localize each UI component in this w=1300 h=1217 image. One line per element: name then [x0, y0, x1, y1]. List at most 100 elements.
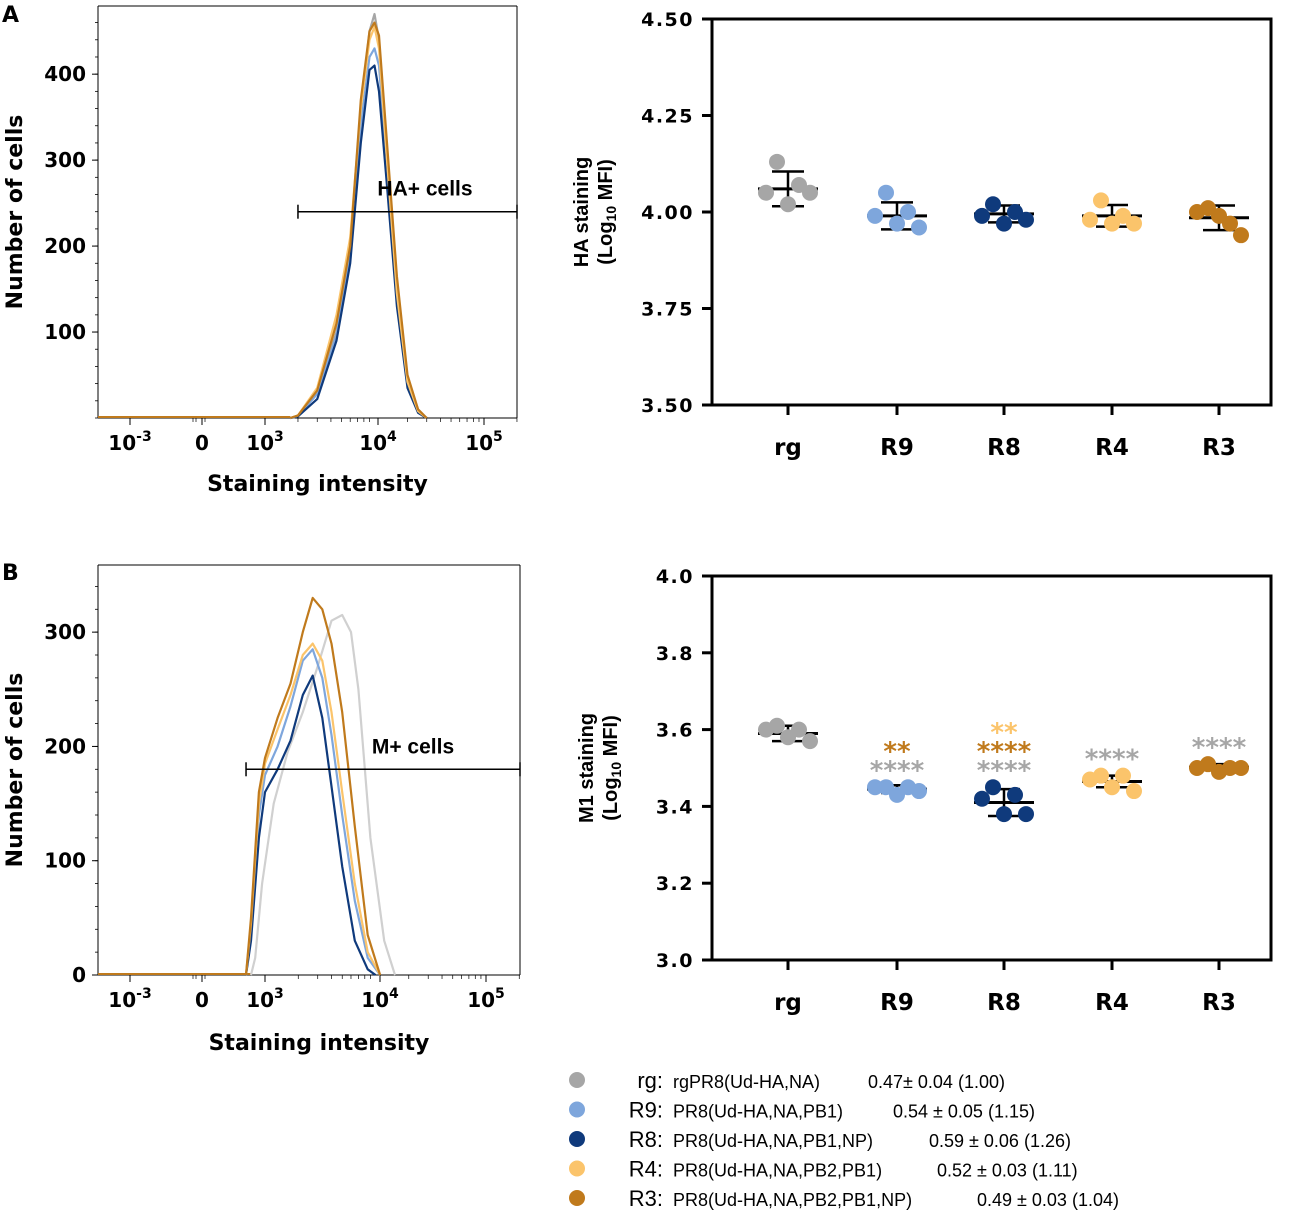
- data-point-rg: [758, 184, 774, 201]
- x-tick-exp: 5: [493, 429, 503, 445]
- x-tick-base: 10: [108, 988, 136, 1012]
- y-axis-subtitle-tail: MFI): [595, 159, 617, 206]
- legend-marker-rg: [569, 1072, 585, 1088]
- series-line-R8: [244, 674, 377, 976]
- data-point-R9: [867, 207, 883, 224]
- x-tick-base: 10: [246, 431, 274, 455]
- series-line-R3: [289, 21, 428, 420]
- legend-description: PR8(Ud-HA,NA,PB1,NP): [673, 1131, 873, 1151]
- x-tick-exp: 3: [274, 986, 284, 1002]
- x-tick-label: 104: [361, 986, 399, 1012]
- y-tick-label: 3.75: [641, 299, 694, 321]
- x-tick-label: R9: [880, 990, 914, 1016]
- data-point-R8: [996, 215, 1012, 232]
- legend-description: PR8(Ud-HA,NA,PB2,PB1,NP): [673, 1190, 912, 1210]
- legend-description: PR8(Ud-HA,NA,PB1): [673, 1102, 843, 1122]
- data-point-R4: [1104, 779, 1120, 796]
- data-point-R9: [889, 215, 905, 232]
- legend-key: rg:: [637, 1068, 663, 1093]
- data-point-R8: [1007, 786, 1023, 803]
- legend-description: PR8(Ud-HA,NA,PB2,PB1): [673, 1161, 882, 1181]
- significance-stars: ****: [1192, 733, 1247, 763]
- x-tick-base: 10: [359, 431, 387, 455]
- x-tick-base: 10: [246, 988, 274, 1012]
- data-point-R3: [1222, 760, 1238, 776]
- series-line-R4: [244, 642, 382, 976]
- x-tick-label: 0: [195, 431, 209, 455]
- data-point-R3: [1233, 227, 1249, 244]
- y-tick-label: 4.25: [641, 106, 694, 128]
- data-point-rg: [802, 733, 818, 750]
- x-tick-label: 0: [195, 988, 209, 1012]
- y-axis-title: M1 staining: [576, 713, 598, 823]
- data-point-R4: [1126, 783, 1142, 800]
- data-point-R3: [1233, 760, 1249, 776]
- y-axis-subtitle-tail: MFI): [600, 715, 622, 762]
- dotplot-b: 4.0 3.8 3.6 3.4 3.2 3.0 rg R9 R8 R4 R3 M1 staining(…: [576, 566, 1273, 1016]
- x-axis-title: Staining intensity: [209, 1031, 430, 1056]
- data-point-R8: [1018, 806, 1034, 823]
- dotplot-a: 4.50 4.25 4.00 3.75 3.50 rg R9 R8 R4 R3 HA stainin…: [571, 9, 1273, 461]
- y-axis-title: Number of cells: [3, 673, 28, 868]
- x-tick-label: R4: [1095, 435, 1129, 461]
- x-tick-label: 10-3: [108, 986, 151, 1012]
- significance-stars: **: [990, 718, 1018, 748]
- data-point-rg: [802, 184, 818, 201]
- legend-value: 0.54 ± 0.05 (1.15): [893, 1102, 1035, 1122]
- legend-key: R9:: [629, 1098, 663, 1123]
- significance-stars: ****: [977, 756, 1032, 786]
- x-tick-label: R3: [1202, 990, 1236, 1016]
- y-tick-label: 200: [44, 234, 86, 258]
- y-tick-label: 3.8: [656, 643, 694, 665]
- x-tick-base: 10: [465, 431, 493, 455]
- panel-label-b: B: [2, 561, 19, 586]
- significance-stars: ****: [977, 737, 1032, 767]
- y-axis-subtitle: (Log10 MFI): [595, 159, 619, 265]
- x-tick-exp: -3: [136, 986, 152, 1002]
- data-point-R4: [1126, 215, 1142, 232]
- legend-key: R8:: [629, 1127, 663, 1152]
- data-point-R3: [1222, 215, 1238, 232]
- gate-label: M+ cells: [372, 735, 454, 758]
- data-point-R9: [911, 219, 927, 236]
- legend-value: 0.52 ± 0.03 (1.11): [937, 1161, 1078, 1181]
- x-tick-exp: 4: [387, 429, 397, 445]
- y-axis-subtitle: (Log10 MFI): [600, 715, 624, 821]
- data-point-R9: [900, 204, 916, 220]
- data-point-R4: [1115, 767, 1131, 784]
- x-tick-base: 10: [361, 988, 389, 1012]
- y-axis-subtitle-part: (Log: [600, 777, 622, 820]
- x-tick-exp: 4: [389, 986, 399, 1002]
- x-tick-label: R8: [987, 990, 1021, 1016]
- data-point-R8: [985, 196, 1001, 213]
- x-tick-exp: -3: [136, 429, 152, 445]
- legend-marker-R8: [569, 1131, 585, 1147]
- y-tick-label: 3.2: [656, 873, 694, 895]
- x-tick-label: 105: [467, 986, 505, 1012]
- x-tick-label: R4: [1095, 990, 1129, 1016]
- legend-marker-R3: [569, 1190, 585, 1206]
- y-tick-label: 3.50: [641, 395, 694, 417]
- y-axis-subtitle-part: (Log: [595, 221, 617, 264]
- data-point-R8: [985, 779, 1001, 796]
- legend-marker-R4: [569, 1160, 585, 1177]
- y-tick-label: 100: [44, 849, 86, 873]
- data-point-rg: [769, 717, 785, 734]
- data-point-rg: [791, 721, 807, 738]
- x-tick-label: R9: [880, 435, 914, 461]
- series-line-R9: [244, 648, 381, 976]
- legend-key: R4:: [629, 1157, 663, 1182]
- y-tick-label: 4.50: [641, 9, 694, 31]
- x-tick-label: 103: [246, 986, 284, 1012]
- y-tick-label: 300: [44, 148, 86, 172]
- data-point-R9: [878, 184, 894, 201]
- data-point-R4: [1093, 767, 1109, 784]
- x-tick-base: 0: [195, 988, 209, 1012]
- x-tick-label: 105: [465, 429, 503, 455]
- data-point-rg: [780, 196, 796, 213]
- panel-label-a: A: [2, 3, 19, 28]
- x-tick-label: R3: [1202, 435, 1236, 461]
- x-tick-base: 10: [108, 431, 136, 455]
- y-tick-label: 0: [72, 963, 86, 987]
